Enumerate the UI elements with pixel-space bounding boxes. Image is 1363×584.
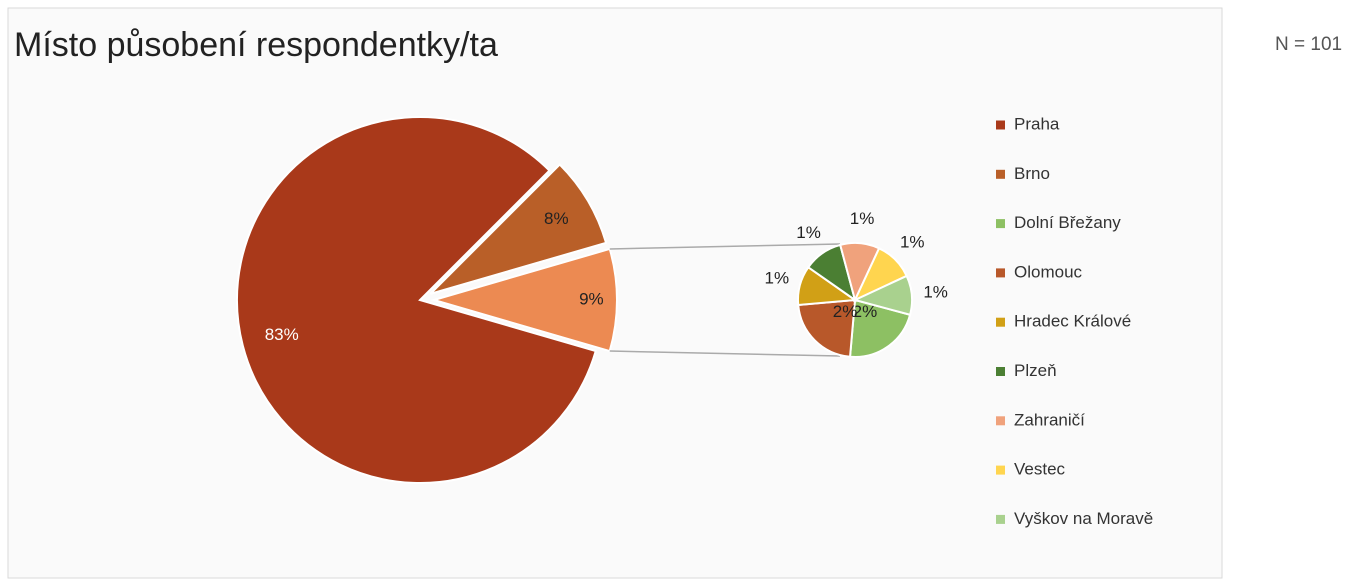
data-label: 1% <box>796 223 821 242</box>
pie-slice <box>797 298 857 358</box>
legend-swatch <box>996 120 1005 130</box>
pie-slice <box>848 298 912 358</box>
data-label: 2% <box>833 302 858 321</box>
legend-label: Brno <box>1014 164 1050 183</box>
pie-slice <box>852 274 913 316</box>
legend-swatch <box>996 514 1005 524</box>
legend-label: Praha <box>1014 114 1060 133</box>
legend-swatch <box>996 268 1005 278</box>
chart-title: Místo působení respondentky/ta <box>14 26 498 64</box>
legend-swatch <box>996 367 1005 376</box>
data-label: 2% <box>853 302 878 321</box>
data-label: 9% <box>579 289 604 308</box>
pie-slice <box>236 116 597 484</box>
annotation: N = 101 <box>1275 34 1342 55</box>
connector <box>609 243 841 250</box>
legend-label: Dolní Břežany <box>1014 213 1121 232</box>
data-label: 1% <box>765 269 790 288</box>
legend-label: Olomouc <box>1014 262 1083 281</box>
legend-swatch <box>996 465 1005 475</box>
legend-label: Zahraničí <box>1014 410 1085 429</box>
legend-swatch <box>996 169 1005 179</box>
data-label: 83% <box>265 325 299 344</box>
pie-slice <box>429 163 608 295</box>
connector <box>609 350 841 357</box>
legend-label: Plzeň <box>1014 361 1057 380</box>
legend-swatch <box>996 219 1005 229</box>
data-label: 1% <box>923 282 948 301</box>
data-label: 8% <box>544 209 569 228</box>
legend-label: Vyškov na Moravě <box>1014 509 1153 528</box>
legend-label: Vestec <box>1014 460 1066 479</box>
data-label: 1% <box>850 209 875 228</box>
data-label: 1% <box>900 232 925 251</box>
legend-swatch <box>996 317 1005 327</box>
other-slice <box>430 247 618 353</box>
legend-label: Hradec Králové <box>1014 312 1131 331</box>
legend-swatch <box>996 416 1005 426</box>
